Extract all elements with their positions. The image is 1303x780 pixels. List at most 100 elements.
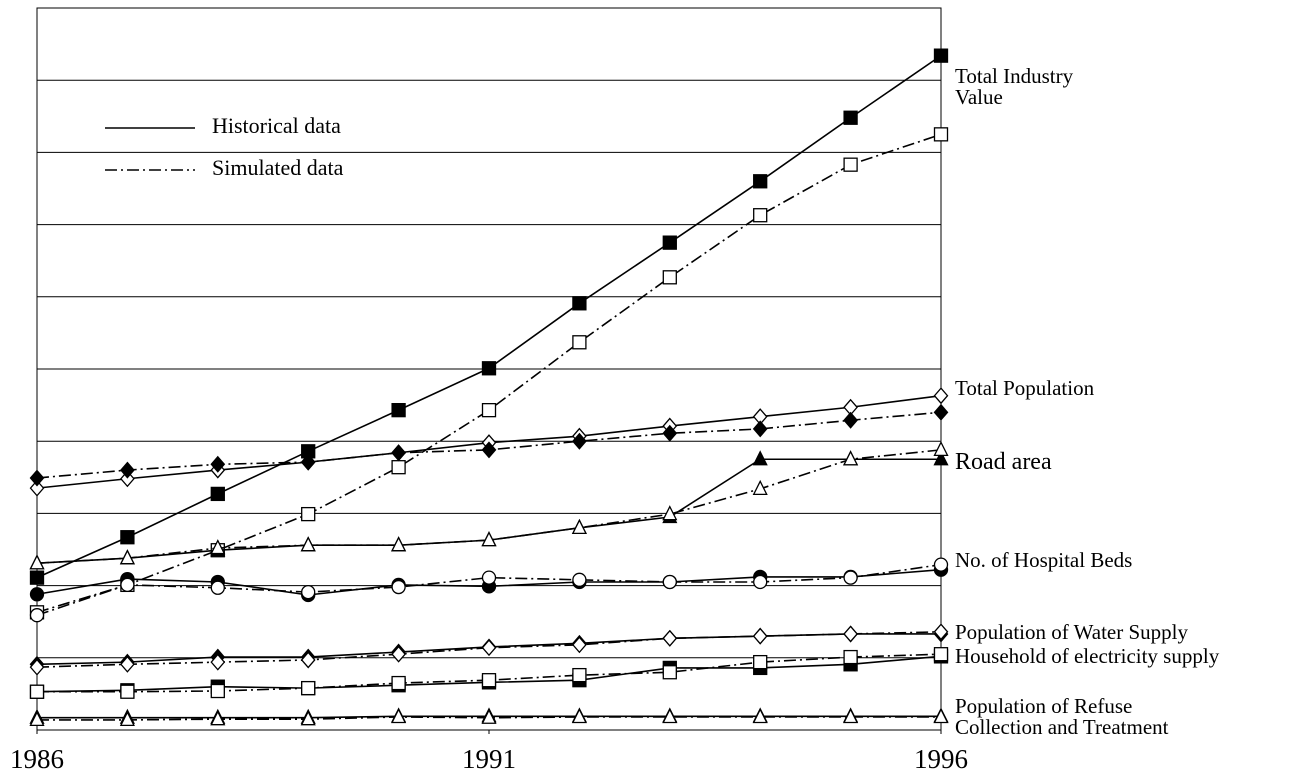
marker: [933, 708, 949, 724]
marker: [29, 479, 45, 497]
marker: [933, 127, 949, 142]
legend: Historical data Simulated data: [105, 113, 344, 180]
marker: [481, 673, 497, 688]
marker: [571, 518, 587, 534]
marker: [752, 479, 768, 496]
marker: [571, 708, 587, 724]
marker: [843, 157, 858, 172]
marker: [572, 667, 587, 683]
marker: [753, 208, 768, 223]
marker: [120, 461, 135, 479]
marker: [481, 403, 497, 418]
x-tick-label: 1986: [10, 744, 64, 774]
marker: [301, 584, 316, 600]
marker: [29, 608, 45, 623]
marker: [572, 636, 587, 654]
marker: [843, 649, 858, 665]
marker: [481, 531, 497, 547]
marker: [210, 653, 226, 671]
marker: [662, 235, 677, 250]
marker: [481, 441, 497, 459]
marker: [481, 361, 497, 376]
marker: [300, 710, 316, 726]
marker: [120, 684, 135, 699]
marker: [843, 708, 859, 724]
marker: [752, 420, 768, 438]
marker: [933, 387, 949, 405]
marker: [391, 645, 406, 663]
marker: [300, 453, 316, 471]
marker: [300, 651, 316, 669]
series-label: No. of Hospital Beds: [955, 548, 1133, 572]
marker: [119, 549, 135, 565]
data-line: [37, 716, 941, 721]
marker: [753, 654, 768, 670]
marker: [29, 554, 45, 570]
marker: [933, 48, 949, 63]
marker: [210, 486, 225, 502]
marker: [29, 658, 45, 676]
series-label: Total Population: [955, 376, 1095, 400]
marker: [29, 469, 45, 487]
marker: [120, 470, 135, 488]
marker: [210, 455, 226, 473]
marker: [481, 639, 497, 657]
marker: [933, 557, 949, 572]
marker: [662, 505, 678, 521]
data-line: [36, 54, 942, 579]
series-label: Household of electricity supply: [955, 644, 1220, 668]
marker: [662, 665, 677, 680]
marker: [933, 623, 949, 641]
marker: [933, 647, 949, 662]
marker: [120, 577, 135, 593]
marker: [481, 708, 497, 724]
marker: [572, 432, 587, 450]
series-label: Road area: [955, 449, 1052, 475]
marker: [933, 403, 949, 421]
marker: [300, 536, 316, 552]
marker: [29, 684, 45, 699]
marker: [753, 574, 768, 590]
marker: [933, 450, 949, 466]
x-tick-label: 1996: [914, 744, 968, 774]
marker: [29, 710, 45, 727]
marker: [210, 539, 226, 555]
data-line: [36, 133, 942, 614]
marker: [572, 335, 587, 350]
marker: [391, 403, 406, 418]
marker: [843, 110, 858, 125]
marker: [572, 296, 587, 311]
marker: [933, 440, 949, 457]
marker: [391, 675, 406, 691]
marker: [391, 444, 406, 462]
marker: [210, 683, 225, 699]
series-label: Total Industry Value: [955, 64, 1074, 109]
marker: [752, 708, 768, 724]
marker: [391, 536, 407, 552]
marker: [752, 627, 768, 645]
marker: [662, 424, 678, 442]
marker: [843, 450, 859, 466]
marker: [119, 710, 135, 727]
marker: [391, 708, 407, 724]
marker: [752, 450, 768, 466]
marker: [29, 587, 45, 602]
marker: [210, 710, 226, 726]
marker: [120, 530, 135, 545]
marker: [753, 174, 768, 189]
marker: [301, 506, 316, 522]
marker: [210, 580, 225, 595]
x-tick-label: 1991: [462, 744, 516, 774]
data-line: [36, 631, 942, 668]
marker: [662, 708, 678, 724]
legend-label: Historical data: [212, 113, 341, 138]
data-line: [37, 653, 942, 693]
marker: [481, 570, 497, 585]
marker: [301, 680, 316, 696]
marker: [120, 655, 135, 673]
marker: [391, 460, 406, 475]
marker: [662, 270, 677, 285]
marker: [662, 629, 678, 647]
